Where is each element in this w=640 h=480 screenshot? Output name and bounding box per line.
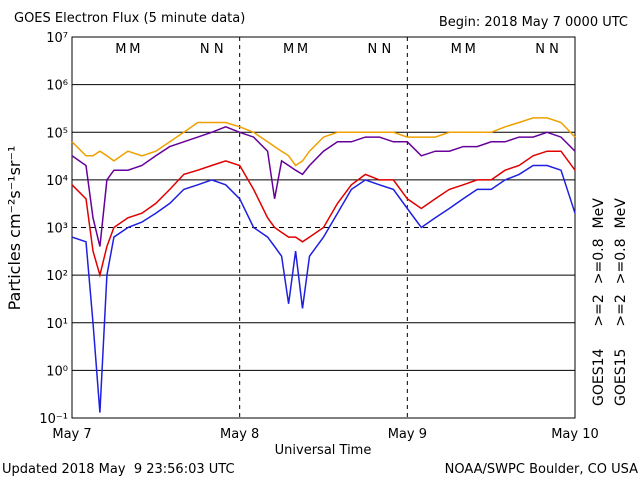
y-tick-label: 10⁻¹: [39, 412, 68, 427]
y-tick-label: 10⁷: [46, 31, 68, 46]
time-marker: M: [297, 42, 308, 57]
chart-title: GOES Electron Flux (5 minute data): [14, 11, 245, 26]
legend-text: GOES14: [591, 348, 607, 406]
time-marker: M: [451, 42, 462, 57]
time-marker: N: [535, 42, 545, 57]
x-axis-label: Universal Time: [275, 443, 372, 458]
x-tick-label: May 8: [220, 427, 259, 442]
x-tick-label: May 10: [551, 427, 599, 442]
footer-right: NOAA/SWPC Boulder, CO USA: [445, 462, 638, 477]
y-tick-label: 10⁴: [46, 174, 68, 189]
y-tick-label: 10⁵: [46, 126, 68, 141]
time-marker: N: [200, 42, 210, 57]
y-tick-label: 10²: [46, 269, 68, 284]
legend-text: >=2: [613, 294, 629, 326]
series-line: [71, 117, 576, 167]
y-tick-label: 10³: [46, 222, 68, 237]
y-tick-label: 10¹: [46, 317, 68, 332]
time-marker: N: [214, 42, 224, 57]
time-marker: M: [283, 42, 294, 57]
y-tick-label: 10⁰: [46, 364, 68, 379]
footer-left: Updated 2018 May 9 23:56:03 UTC: [2, 462, 235, 477]
legend-text: >=0.8: [613, 238, 629, 284]
time-marker: N: [382, 42, 392, 57]
time-marker: M: [115, 42, 126, 57]
time-marker: N: [549, 42, 559, 57]
y-axis-label: Particles cm⁻²s⁻¹sr⁻¹: [5, 146, 24, 311]
legend-text: GOES15: [613, 349, 629, 406]
legend-text: >=2: [591, 294, 607, 326]
x-tick-label: May 9: [388, 427, 427, 442]
legend-text: >=0.8: [591, 238, 607, 284]
x-tick-label: May 7: [52, 427, 91, 442]
time-marker: N: [368, 42, 378, 57]
time-marker: M: [465, 42, 476, 57]
series-line: [71, 125, 576, 247]
series-line: [71, 164, 576, 413]
legend-text: MeV: [591, 198, 607, 229]
legend-text: MeV: [613, 198, 629, 229]
series-line: [71, 150, 576, 279]
time-marker: M: [129, 42, 140, 57]
chart-subtitle: Begin: 2018 May 7 0000 UTC: [439, 15, 628, 30]
y-tick-label: 10⁶: [46, 79, 68, 94]
